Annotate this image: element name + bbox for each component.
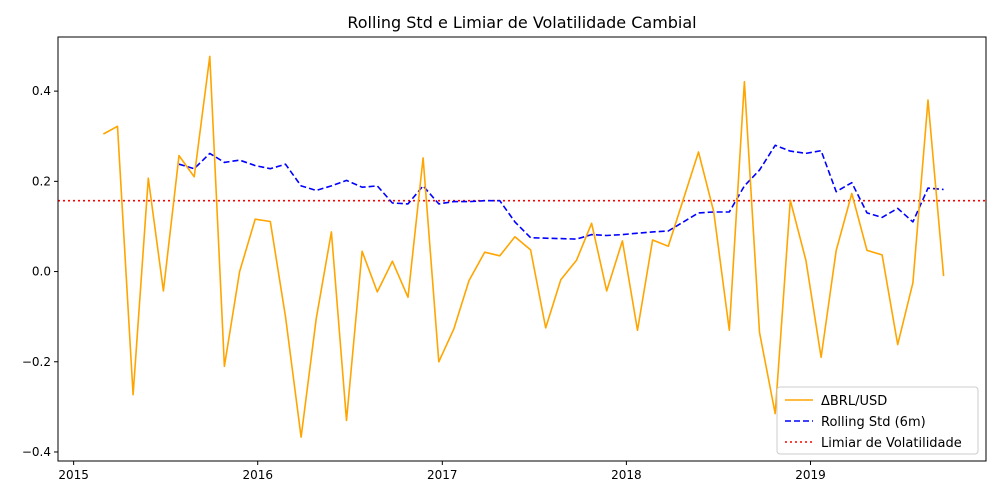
plot-frame [57, 36, 987, 462]
series-line-rolling-std [178, 144, 944, 240]
y-tick-label: −0.2 [22, 355, 51, 369]
y-tick-label: 0.0 [32, 265, 51, 279]
x-tick-label: 2015 [58, 468, 89, 482]
plot-area [58, 55, 986, 438]
y-tick-label: −0.4 [22, 445, 51, 459]
x-tick-label: 2016 [242, 468, 273, 482]
legend: ΔBRL/USD Rolling Std (6m) Limiar de Volati… [776, 386, 979, 455]
legend-box [776, 386, 979, 455]
legend-entry-delta-label: ΔBRL/USD [821, 394, 887, 409]
y-tick-label: 0.4 [32, 84, 51, 98]
axes: 2015 2016 2017 2018 2019 −0.4 −0.2 0.0 0.2 0.4 [22, 36, 987, 482]
y-tick-label: 0.2 [32, 174, 51, 188]
legend-entry-rolling-std-label: Rolling Std (6m) [821, 415, 926, 430]
series-line-delta [103, 55, 945, 438]
chart-title: Rolling Std e Limiar de Volatilidade Cam… [347, 13, 696, 32]
x-tick-label: 2017 [427, 468, 458, 482]
x-tick-label: 2019 [795, 468, 826, 482]
x-tick-label: 2018 [611, 468, 642, 482]
legend-entry-threshold-label: Limiar de Volatilidade [821, 436, 962, 451]
